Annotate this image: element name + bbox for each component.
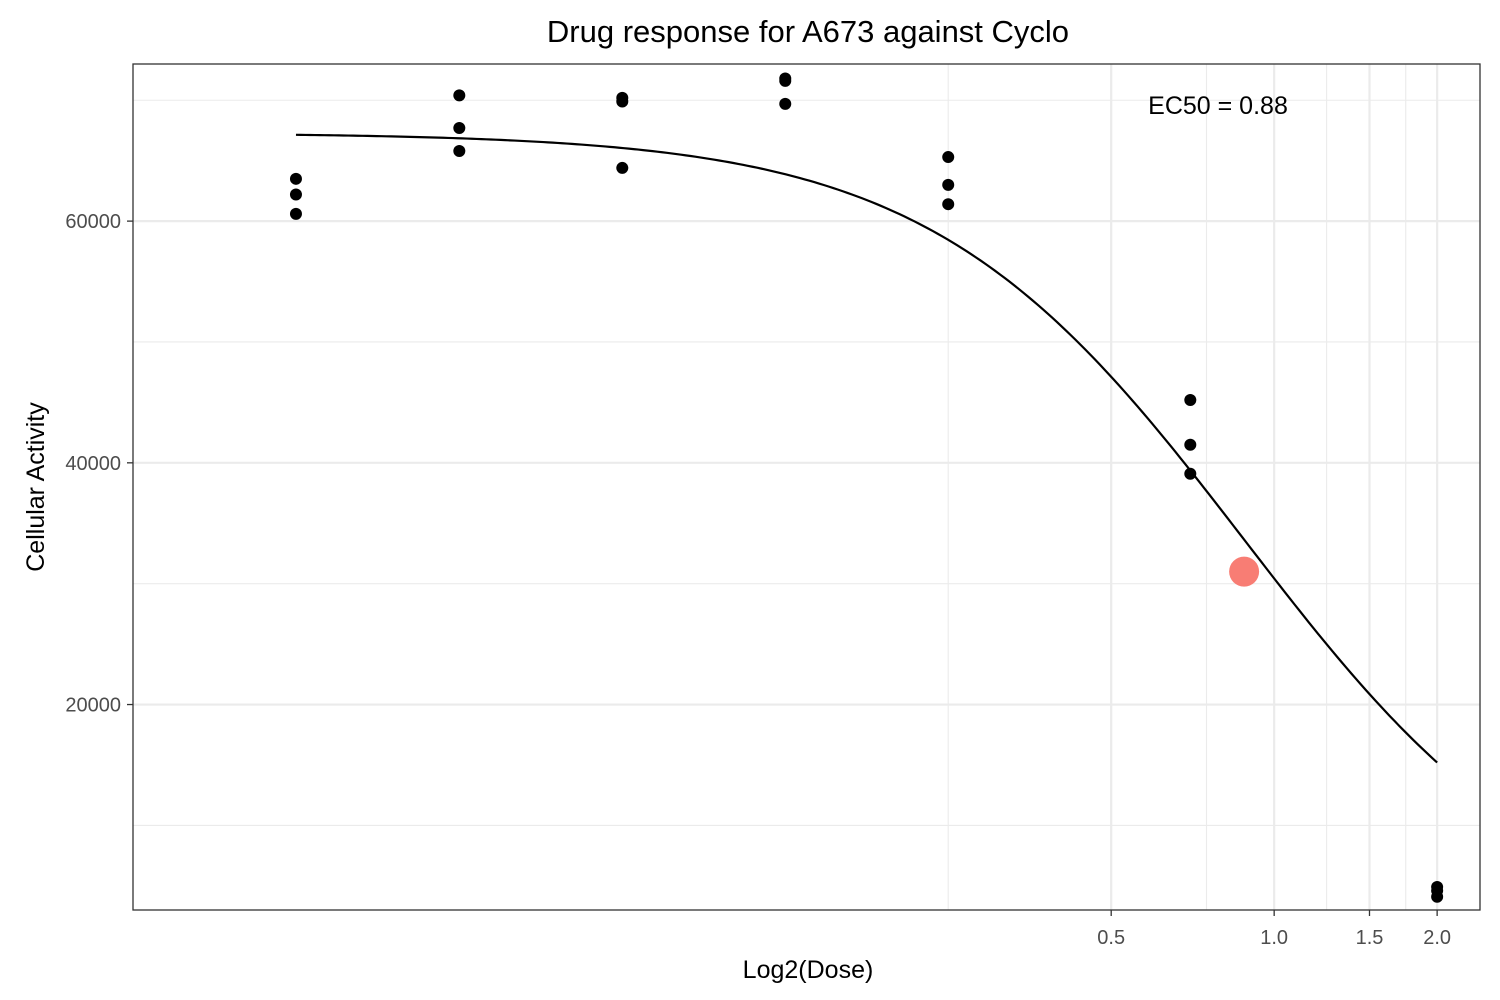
grid-lines: [133, 64, 1480, 910]
data-point: [453, 122, 466, 135]
data-point: [942, 151, 955, 164]
data-point: [616, 95, 629, 108]
data-point: [616, 161, 629, 174]
data-point: [289, 207, 302, 220]
data-point: [942, 198, 955, 211]
x-tick-label: 0.5: [1097, 927, 1125, 949]
x-tick-label: 1.0: [1260, 927, 1288, 949]
data-point: [1184, 393, 1197, 406]
y-tick-label: 40000: [65, 453, 121, 475]
data-point: [453, 145, 466, 158]
axis-ticks: 0.5 1.0 1.5 2.0 20000 40000 60000: [65, 211, 1451, 949]
y-tick-label: 20000: [65, 695, 121, 717]
fitted-curve-layer: [295, 133, 1438, 764]
x-axis-title: Log2(Dose): [743, 956, 874, 984]
panel-border: [132, 63, 1481, 911]
data-point: [289, 188, 302, 201]
chart-title: Drug response for A673 against Cyclo: [547, 14, 1069, 49]
y-tick-label: 60000: [65, 211, 121, 233]
x-tick-label: 1.5: [1356, 927, 1384, 949]
data-point: [289, 172, 302, 185]
data-point: [1184, 438, 1197, 451]
fitted-curve: [295, 133, 1438, 764]
y-axis-title: Cellular Activity: [22, 402, 50, 572]
data-point: [779, 97, 792, 110]
data-point: [453, 89, 466, 102]
x-tick-label: 2.0: [1423, 927, 1451, 949]
data-point: [942, 178, 955, 191]
data-point: [1431, 890, 1444, 903]
data-points-layer: [289, 72, 1444, 903]
data-point: [779, 74, 792, 87]
data-point: [1184, 467, 1197, 480]
ec50-annotation: EC50 = 0.88: [1148, 92, 1288, 120]
ec50-point: [1229, 556, 1260, 587]
ec50-marker-layer: [1229, 556, 1260, 587]
